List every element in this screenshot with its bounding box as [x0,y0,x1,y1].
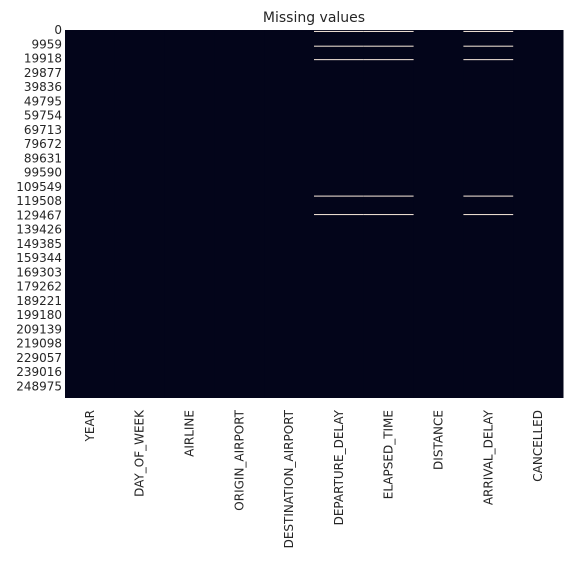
y-axis: 0995919918298773983649795597546971379672… [16,23,62,394]
y-tick-label: 169303 [16,265,62,279]
y-tick-label: 139426 [16,223,62,237]
heatmap-column-arrival-delay [463,30,513,398]
heatmap-column-departure-delay [314,30,364,398]
y-tick-label: 79672 [24,137,62,151]
y-tick-label: 219098 [16,337,62,351]
missing-value-mark [364,46,414,47]
missing-value-mark [314,196,364,197]
heatmap-column-year [65,30,115,398]
y-tick-label: 149385 [16,237,62,251]
missing-value-mark [314,59,364,60]
y-tick-label: 248975 [16,380,62,394]
x-tick-label: DAY_OF_WEEK [133,409,147,497]
y-tick-label: 99590 [24,166,62,180]
x-axis: YEAR DAY_OF_WEEK AIRLINE ORIGIN_AIRPORT DEST… [83,409,545,549]
missing-value-mark [463,59,513,60]
y-tick-label: 49795 [24,94,62,108]
y-tick-label: 239016 [16,365,62,379]
y-tick-label: 189221 [16,294,62,308]
missing-value-mark [463,46,513,47]
x-tick-label: CANCELLED [531,410,545,482]
heatmap-column-distance [414,30,464,398]
heatmap-column-cancelled [513,30,563,398]
y-tick-label: 129467 [16,208,62,222]
x-tick-label: ORIGIN_AIRPORT [232,409,246,510]
y-tick-label: 29877 [24,66,62,80]
missing-value-mark [364,214,414,215]
missing-value-mark [314,31,364,32]
heatmap-column-day-of-week [115,30,165,398]
x-tick-label: AIRLINE [183,410,197,457]
y-tick-label: 209139 [16,322,62,336]
missing-value-mark [314,214,364,215]
heatmap-column-elapsed-time [364,30,414,398]
heatmap-column-origin-airport [214,30,264,398]
x-tick-label: YEAR [83,410,97,442]
y-tick-label: 119508 [16,194,62,208]
x-tick-label: ELAPSED_TIME [382,410,396,499]
y-tick-label: 9959 [31,37,62,51]
x-tick-label: DISTANCE [432,410,446,470]
missing-value-mark [364,196,414,197]
missing-value-mark [463,196,513,197]
missing-value-mark [314,46,364,47]
y-tick-label: 69713 [24,123,62,137]
x-tick-label: DESTINATION_AIRPORT [282,409,296,548]
chart-title: Missing values [263,10,365,26]
y-tick-label: 89631 [24,151,62,165]
missing-value-mark [463,214,513,215]
x-tick-label: ARRIVAL_DELAY [481,409,495,505]
x-tick-label: DEPARTURE_DELAY [332,409,346,525]
y-tick-label: 0 [54,23,62,37]
heatmap-plot-area [65,30,564,398]
y-tick-label: 179262 [16,280,62,294]
y-tick-label: 109549 [16,180,62,194]
missing-value-mark [463,31,513,32]
missing-value-mark [364,31,414,32]
y-tick-label: 159344 [16,251,62,265]
y-tick-label: 19918 [24,52,62,66]
y-tick-label: 229057 [16,351,62,365]
y-tick-label: 39836 [24,80,62,94]
missing-value-mark [364,59,414,60]
y-tick-label: 199180 [16,308,62,322]
heatmap-column-airline [165,30,215,398]
y-tick-label: 59754 [24,109,62,123]
heatmap-column-destination-airport [264,30,314,398]
